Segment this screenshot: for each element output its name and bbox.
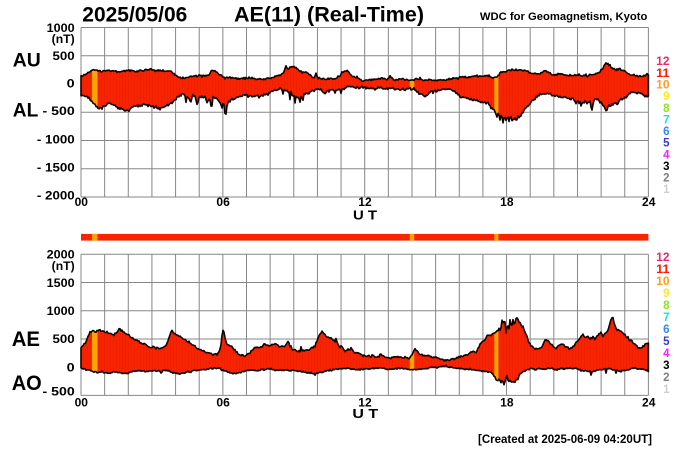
svg-text:8: 8 — [663, 300, 670, 312]
svg-text:WDC for Geomagnetism, Kyoto: WDC for Geomagnetism, Kyoto — [480, 11, 648, 23]
svg-text:500: 500 — [53, 332, 76, 346]
svg-text:4: 4 — [663, 348, 670, 360]
svg-text:4: 4 — [663, 149, 670, 161]
svg-text:(nT): (nT) — [52, 32, 75, 46]
svg-text:- 2000: - 2000 — [37, 189, 75, 203]
svg-text:11: 11 — [656, 264, 670, 276]
svg-text:1000: 1000 — [47, 304, 75, 318]
svg-text:24: 24 — [642, 396, 656, 410]
svg-text:2: 2 — [663, 173, 669, 185]
svg-text:9: 9 — [663, 91, 669, 103]
svg-text:- 1500: - 1500 — [37, 161, 75, 175]
svg-text:0: 0 — [67, 77, 75, 91]
svg-text:12: 12 — [358, 195, 372, 209]
svg-text:U T: U T — [352, 406, 378, 421]
svg-text:2025/05/06: 2025/05/06 — [82, 4, 187, 27]
svg-text:12: 12 — [656, 56, 669, 68]
svg-text:1000: 1000 — [47, 21, 75, 35]
svg-text:06: 06 — [216, 195, 230, 209]
svg-text:0: 0 — [67, 360, 75, 374]
svg-text:00: 00 — [75, 396, 89, 410]
svg-text:10: 10 — [656, 276, 669, 288]
svg-text:18: 18 — [500, 396, 514, 410]
svg-text:[Created at 2025-06-09 04:20UT: [Created at 2025-06-09 04:20UT] — [478, 434, 652, 446]
svg-text:AO: AO — [12, 372, 42, 395]
svg-text:6: 6 — [663, 324, 669, 336]
svg-text:12: 12 — [656, 252, 669, 264]
svg-text:- 1000: - 1000 — [37, 132, 75, 146]
svg-text:- 500: - 500 — [43, 104, 76, 118]
svg-text:7: 7 — [663, 312, 669, 324]
svg-text:5: 5 — [663, 138, 670, 150]
svg-text:(nT): (nT) — [52, 259, 75, 273]
svg-text:3: 3 — [663, 161, 669, 173]
svg-text:10: 10 — [656, 79, 669, 91]
svg-text:8: 8 — [663, 103, 670, 115]
svg-text:24: 24 — [642, 195, 656, 209]
svg-text:18: 18 — [500, 195, 514, 209]
svg-text:1500: 1500 — [47, 276, 75, 290]
svg-text:AE: AE — [12, 328, 40, 351]
svg-text:11: 11 — [656, 68, 670, 80]
svg-text:12: 12 — [358, 396, 372, 410]
svg-text:06: 06 — [216, 396, 230, 410]
svg-text:1: 1 — [663, 384, 670, 396]
svg-text:00: 00 — [75, 195, 89, 209]
svg-text:AE(11) (Real-Time): AE(11) (Real-Time) — [234, 4, 424, 27]
svg-text:7: 7 — [663, 114, 669, 126]
svg-text:2: 2 — [663, 372, 669, 384]
svg-text:U T: U T — [353, 208, 377, 223]
svg-text:9: 9 — [663, 288, 669, 300]
svg-text:1: 1 — [663, 184, 670, 196]
svg-text:2000: 2000 — [47, 248, 75, 262]
svg-text:500: 500 — [53, 49, 76, 63]
svg-text:3: 3 — [663, 360, 669, 372]
svg-text:6: 6 — [663, 126, 669, 138]
svg-text:AL: AL — [13, 99, 39, 121]
svg-text:5: 5 — [663, 336, 670, 348]
svg-text:AU: AU — [13, 49, 41, 71]
svg-text:- 500: - 500 — [43, 385, 76, 399]
